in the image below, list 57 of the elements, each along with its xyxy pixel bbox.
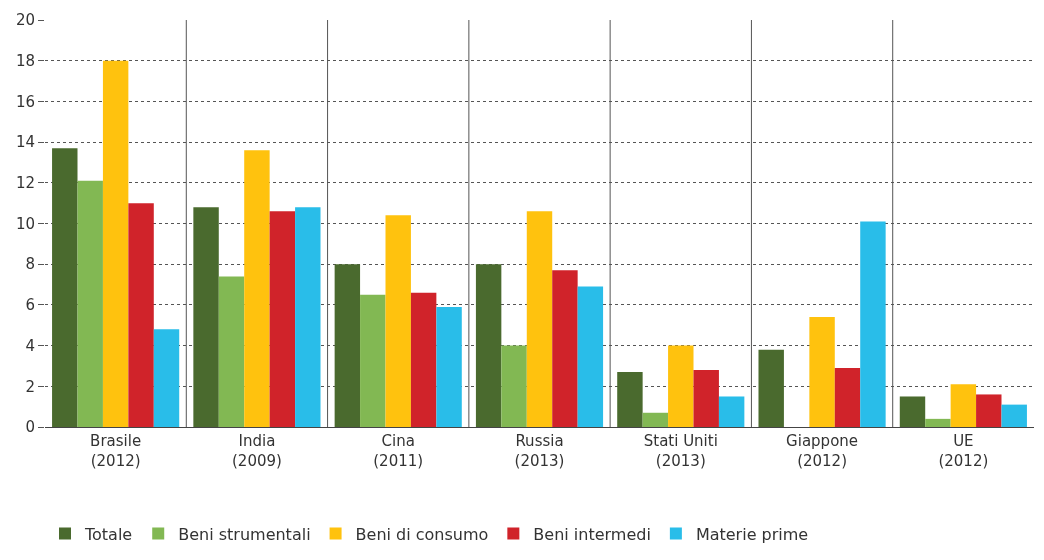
x-tick-label: Giappone (2012)	[786, 432, 859, 470]
bar	[693, 370, 719, 427]
bar	[501, 345, 527, 427]
bar	[244, 150, 270, 427]
bar	[718, 396, 745, 427]
bar	[218, 276, 245, 427]
legend-label: Materie prime	[695, 524, 809, 544]
x-tick-label: Cina (2011)	[373, 432, 424, 470]
x-tick-label: Brasile (2012)	[90, 432, 142, 470]
x-tick-label: Stati Uniti (2013)	[643, 432, 718, 470]
x-tick-label: UE (2012)	[938, 432, 989, 470]
bar	[925, 418, 951, 427]
bar	[385, 215, 411, 427]
bar	[128, 203, 154, 427]
bar	[577, 286, 604, 427]
bar	[475, 264, 502, 427]
bar	[1001, 404, 1027, 427]
bar	[758, 349, 784, 427]
bar	[360, 294, 386, 427]
bar	[860, 221, 886, 427]
legend-label: Beni strumentali	[178, 524, 311, 544]
legend-label: Beni di consumo	[355, 524, 489, 544]
y-tick-label: 2	[25, 377, 35, 396]
bar	[552, 270, 578, 427]
bar	[809, 317, 835, 427]
bar	[193, 207, 219, 427]
y-tick-label: 0	[25, 418, 35, 437]
bar	[899, 396, 926, 427]
bar	[52, 148, 78, 427]
bar	[410, 292, 437, 427]
y-tick-label: 6	[25, 296, 35, 315]
bar	[102, 60, 129, 427]
bar	[295, 207, 321, 427]
bar	[642, 412, 669, 427]
bar	[950, 384, 977, 427]
y-tick-label: 4	[25, 336, 35, 355]
bar	[834, 367, 861, 427]
bar	[77, 180, 103, 427]
legend-label: Beni intermedi	[533, 524, 651, 544]
bar	[269, 211, 296, 427]
legend-label: Totale	[84, 524, 133, 544]
y-tick-label: 12	[15, 174, 35, 193]
bar	[976, 394, 1002, 427]
y-tick-label: 14	[15, 133, 35, 152]
y-tick-label: 18	[15, 51, 35, 70]
y-tick-label: 16	[15, 92, 35, 111]
bar	[668, 345, 694, 427]
y-tick-label: 20	[15, 11, 35, 30]
bar	[526, 211, 553, 427]
bar	[153, 329, 180, 427]
y-tick-label: 10	[15, 214, 35, 233]
bar	[617, 372, 643, 427]
bar	[436, 306, 462, 427]
x-tick-label: Russia (2013)	[514, 432, 565, 470]
bar	[334, 264, 361, 427]
y-tick-label: 8	[25, 255, 35, 274]
x-tick-label: India (2009)	[231, 432, 282, 470]
